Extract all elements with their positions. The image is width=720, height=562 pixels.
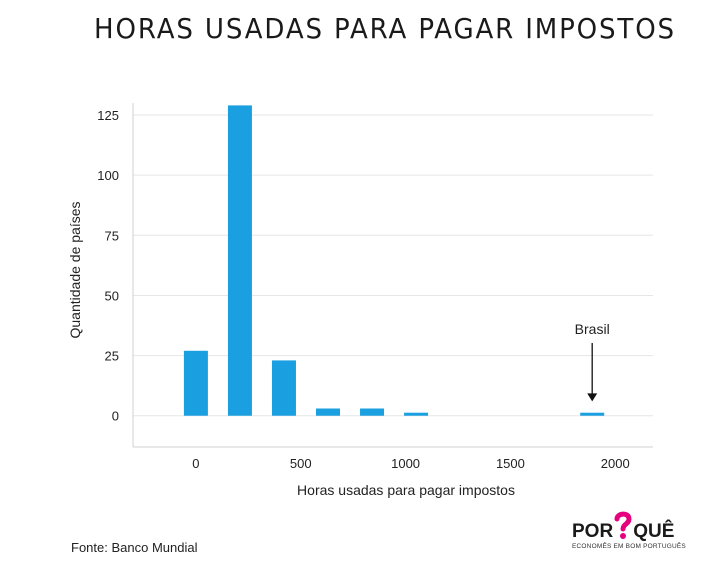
x-tick-label: 1500 <box>496 456 525 471</box>
arrow-down-icon <box>587 393 598 402</box>
y-tick-label: 75 <box>105 228 119 243</box>
bar <box>316 408 340 416</box>
x-tick-label: 500 <box>290 456 312 471</box>
bar <box>404 412 429 416</box>
x-axis-label: Horas usadas para pagar impostos <box>297 482 515 498</box>
y-tick-label: 125 <box>97 108 119 123</box>
annotation: Brasil <box>575 321 610 402</box>
y-tick-label: 25 <box>105 349 119 364</box>
question-mark-icon <box>614 511 632 543</box>
x-tick-label: 2000 <box>601 456 630 471</box>
bar <box>580 412 605 416</box>
gridlines <box>132 103 653 448</box>
y-axis-label: Quantidade de países <box>67 202 83 339</box>
chart-title: HORAS USADAS PARA PAGAR IMPOSTOS <box>94 12 676 45</box>
x-axis-ticks: 0 500 1000 1500 2000 <box>192 456 629 471</box>
bar <box>183 350 208 416</box>
x-tick-label: 1000 <box>391 456 420 471</box>
logo-text-right: QUÊ <box>633 521 675 542</box>
bars <box>183 105 605 416</box>
logo-tagline: ECONOMÊS EM BOM PORTUGUÊS <box>572 543 686 550</box>
bar <box>360 408 385 416</box>
logo-text-left: POR <box>572 521 614 542</box>
annotation-label: Brasil <box>575 321 610 337</box>
y-tick-label: 100 <box>97 168 119 183</box>
bar <box>227 105 252 416</box>
y-axis-ticks: 0 25 50 75 100 125 <box>97 108 119 424</box>
y-tick-label: 0 <box>112 409 119 424</box>
bar <box>271 360 296 416</box>
y-tick-label: 50 <box>105 288 119 303</box>
x-tick-label: 0 <box>192 456 199 471</box>
source-note: Fonte: Banco Mundial <box>71 540 198 555</box>
porque-logo: POR QUÊ ECONOMÊS EM BOM PORTUGUÊS <box>572 505 686 555</box>
